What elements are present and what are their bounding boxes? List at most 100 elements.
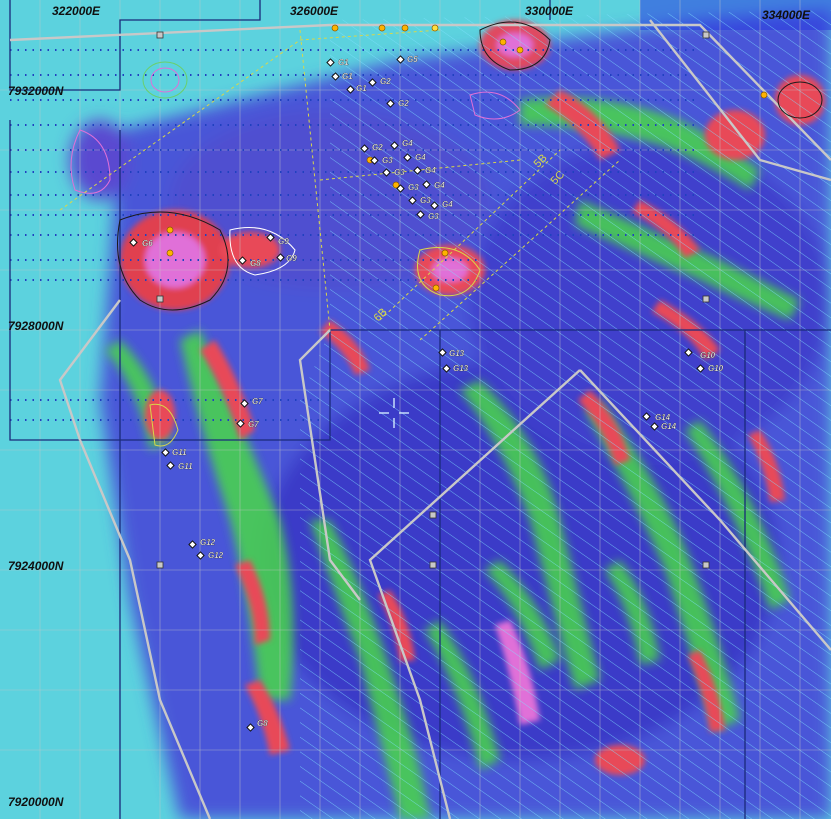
sample-marker-icon: [346, 85, 355, 94]
lease-boundaries: [9, 19, 831, 819]
sample-label: G8: [257, 719, 268, 728]
sample-marker-icon: [684, 348, 693, 357]
sample-marker-icon: [370, 156, 379, 165]
sample-marker-icon: [403, 153, 412, 162]
grid-node-icon: [702, 561, 710, 569]
sample-marker-icon: [642, 412, 651, 421]
sample-label: G9: [286, 254, 297, 263]
sample-label: G1: [338, 58, 349, 67]
sample-marker-icon: [246, 723, 255, 732]
sample-marker-icon: [422, 180, 431, 189]
sample-label: G3: [428, 212, 439, 221]
sample-label: G7: [252, 397, 263, 406]
sample-marker-icon: [396, 55, 405, 64]
easting-label: 322000E: [52, 4, 101, 18]
drillhole-icon: [378, 24, 386, 32]
drillhole-icon: [432, 284, 440, 292]
survey-hatch-overlay: [300, 10, 831, 819]
drillhole-icon: [441, 249, 449, 257]
sample-label: G3: [394, 168, 405, 177]
sample-group-g12: G12 G12: [188, 538, 224, 560]
sample-label: G12: [208, 551, 224, 560]
sample-label: G2: [380, 77, 391, 86]
sample-label: G13: [453, 364, 469, 373]
sample-label: G7: [248, 420, 259, 429]
sample-marker-icon: [413, 166, 422, 175]
drillhole-icon: [499, 38, 507, 46]
sample-group-g7: G7 G7: [236, 397, 263, 429]
sample-marker-icon: [408, 196, 417, 205]
sample-group-g8: G8 G8: [238, 256, 268, 732]
sample-label: G2: [372, 143, 383, 152]
drillhole-icon: [331, 24, 339, 32]
sample-marker-icon: [161, 448, 170, 457]
sample-label: G1: [342, 72, 353, 81]
sample-marker-icon: [326, 58, 335, 67]
sample-marker-icon: [416, 210, 425, 219]
sample-marker-icon: [396, 184, 405, 193]
survey-flight-lines: [10, 49, 700, 421]
easting-label: 326000E: [290, 4, 339, 18]
sample-label: G5: [407, 55, 418, 64]
grid-node-icon: [429, 511, 437, 519]
sample-label: G3: [408, 183, 419, 192]
sample-marker-icon: [390, 141, 399, 150]
easting-labels: 322000E 326000E 330000E 334000E: [52, 4, 811, 22]
sample-group-g6: G6: [129, 238, 153, 248]
sample-label: G14: [661, 422, 677, 431]
sample-marker-icon: [166, 461, 175, 470]
sample-group-g11: G11 G11: [161, 448, 193, 471]
sample-marker-icon: [196, 551, 205, 560]
drillhole-icon: [166, 226, 174, 234]
sample-label: G8: [250, 259, 261, 268]
sample-group-g5: G5: [396, 55, 418, 64]
grid-node-icon: [429, 561, 437, 569]
sample-marker-icon: [236, 419, 245, 428]
sample-label: G3: [382, 156, 393, 165]
sample-marker-icon: [360, 144, 369, 153]
northing-label: 7928000N: [8, 319, 64, 333]
sample-label: G9: [278, 237, 289, 246]
sample-marker-icon: [276, 253, 285, 262]
sample-label: G4: [402, 139, 413, 148]
sample-group-g10: G10 G10: [684, 348, 724, 373]
sample-marker-icon: [382, 168, 391, 177]
grid-node-markers: [156, 31, 710, 569]
sample-group-g14: G14 G14: [642, 412, 677, 431]
contour-lines: [70, 21, 823, 447]
crosshair-icon: [379, 398, 409, 428]
northing-label: 7924000N: [8, 559, 64, 573]
sample-marker-icon: [442, 364, 451, 373]
sample-label: G1: [356, 84, 367, 93]
sample-marker-icon: [129, 238, 138, 247]
survey-traverse-lines: [59, 29, 621, 341]
sample-group-g3: G3 G3 G3 G3 G3: [370, 156, 439, 221]
sample-marker-icon: [368, 78, 377, 87]
sample-label: G4: [425, 166, 436, 175]
sample-label: G2: [398, 99, 409, 108]
sample-label: G14: [655, 413, 671, 422]
sample-label: G4: [434, 181, 445, 190]
grid-node-icon: [156, 31, 164, 39]
sample-label: G10: [700, 351, 716, 360]
sample-label: G4: [415, 153, 426, 162]
sample-label: G6: [142, 239, 153, 248]
drillhole-icon: [431, 24, 439, 32]
sample-marker-icon: [331, 72, 340, 81]
sample-label: G13: [449, 349, 465, 358]
sample-marker-icon: [386, 99, 395, 108]
sample-label: G3: [420, 196, 431, 205]
drillhole-markers: [166, 24, 768, 292]
easting-label: 330000E: [525, 4, 574, 18]
northing-label: 7932000N: [8, 84, 64, 98]
tenement-boundaries: [9, 0, 831, 819]
drillhole-icon: [166, 249, 174, 257]
sample-group-g1: G1 G1 G1: [326, 58, 367, 94]
sample-label: G11: [172, 448, 187, 457]
sample-group-g2: G2 G2 G2: [360, 77, 409, 153]
sample-group-g9: G9 G9: [266, 233, 297, 263]
sample-marker-icon: [650, 422, 659, 431]
easting-label: 334000E: [762, 8, 811, 22]
sample-marker-icon: [266, 233, 275, 242]
